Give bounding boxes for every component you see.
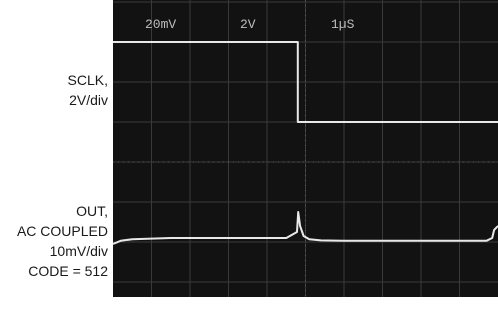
header-readout-ch1-scale: 2V [240, 17, 256, 32]
header-readout-timebase: 1µS [331, 17, 355, 32]
header-readout-ch2-scale: 20mV [145, 17, 176, 32]
out-label-line-1: OUT, [76, 203, 108, 219]
traces [113, 41, 498, 245]
oscilloscope-screen: 20mV 2V 1µS [113, 0, 498, 297]
out-label-line-3: 10mV/div [49, 243, 108, 259]
sclk-trace [113, 41, 498, 123]
out-channel-label: OUT, AC COUPLED 10mV/div CODE = 512 [17, 201, 108, 281]
out-label-line-2: AC COUPLED [16, 223, 108, 239]
out-label-line-4: CODE = 512 [28, 263, 108, 279]
sclk-label-line-1: SCLK, [67, 72, 108, 88]
sclk-channel-label: SCLK, 2V/div [68, 70, 108, 110]
sclk-label-line-2: 2V/div [69, 92, 108, 108]
out-trace [113, 211, 498, 245]
oscilloscope-plot: 20mV 2V 1µS [113, 0, 498, 297]
graticule [113, 0, 498, 297]
